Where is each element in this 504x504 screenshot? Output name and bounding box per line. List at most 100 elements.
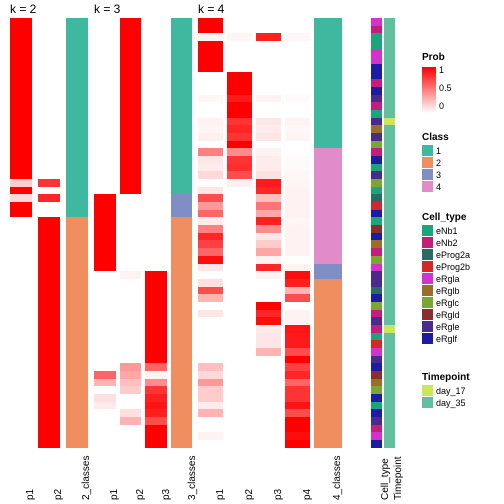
heatmap-cell (256, 202, 281, 210)
x-axis-label: p1 (109, 489, 120, 500)
heatmap-cell (120, 171, 142, 179)
heatmap-cell (66, 271, 88, 279)
annotation-cell (384, 125, 395, 133)
heatmap-cell (314, 310, 342, 318)
heatmap-cell (198, 371, 223, 379)
heatmap-cell (10, 417, 32, 425)
heatmap-cell (285, 348, 310, 356)
legend-row: eRglc (422, 297, 502, 308)
heatmap-cell (120, 302, 142, 310)
heatmap-cell (145, 356, 167, 364)
heatmap-cell (120, 233, 142, 241)
heatmap-cell (314, 217, 342, 225)
heatmap-cell (66, 102, 88, 110)
heatmap-cell (120, 102, 142, 110)
heatmap-cell (145, 425, 167, 433)
heatmap-cell (94, 79, 116, 87)
heatmap-cell (38, 156, 60, 164)
annotation-cell (371, 87, 382, 95)
heatmap-cell (38, 164, 60, 172)
heatmap-cell (285, 187, 310, 195)
heatmap-cell (10, 18, 32, 26)
heatmap-cell (66, 110, 88, 118)
heatmap-cell (198, 217, 223, 225)
heatmap-cell (227, 271, 252, 279)
heatmap-cell (227, 417, 252, 425)
legend-row: eProg2b (422, 261, 502, 272)
heatmap-cell (145, 102, 167, 110)
heatmap-cell (10, 287, 32, 295)
heatmap-cell (227, 33, 252, 41)
heatmap-cell (120, 340, 142, 348)
heatmap-cell (66, 425, 88, 433)
heatmap-cell (171, 125, 193, 133)
heatmap-cell (198, 333, 223, 341)
heatmap-cell (38, 125, 60, 133)
legend-label: day_17 (436, 386, 466, 396)
heatmap-cell (38, 325, 60, 333)
heatmap-cell (227, 340, 252, 348)
heatmap-cell (198, 56, 223, 64)
heatmap-cell (66, 386, 88, 394)
heatmap-cell (66, 210, 88, 218)
annotation-cell (384, 171, 395, 179)
heatmap-cell (314, 225, 342, 233)
heatmap-cell (198, 248, 223, 256)
heatmap-cell (120, 379, 142, 387)
heatmap-cell (314, 340, 342, 348)
heatmap-cell (145, 340, 167, 348)
heatmap-cell (198, 417, 223, 425)
heatmap-cell (256, 310, 281, 318)
heatmap-cell (38, 409, 60, 417)
heatmap-cell (38, 417, 60, 425)
heatmap-cell (10, 279, 32, 287)
heatmap-cell (285, 317, 310, 325)
heatmap-cell (10, 164, 32, 172)
annotation-cell (371, 333, 382, 341)
prob-ticks: 10.50 (439, 65, 452, 111)
heatmap-cell (198, 18, 223, 26)
heatmap-cell (314, 379, 342, 387)
prob-column (145, 18, 167, 448)
heatmap-cell (314, 233, 342, 241)
prob-column (198, 18, 223, 448)
annotation-cell (384, 356, 395, 364)
prob-tick: 1 (439, 65, 452, 75)
heatmap-cell (314, 164, 342, 172)
heatmap-cell (145, 210, 167, 218)
heatmap-cell (120, 417, 142, 425)
heatmap-cell (145, 271, 167, 279)
heatmap-cell (256, 287, 281, 295)
heatmap-cell (314, 440, 342, 448)
heatmap-cell (38, 179, 60, 187)
heatmap-cell (198, 356, 223, 364)
heatmap-cell (66, 256, 88, 264)
swatch (422, 309, 433, 320)
heatmap-cell (171, 240, 193, 248)
heatmap-cell (66, 125, 88, 133)
heatmap-cell (145, 417, 167, 425)
heatmap-cell (171, 110, 193, 118)
heatmap-cell (314, 256, 342, 264)
heatmap-cell (120, 440, 142, 448)
heatmap-cell (256, 210, 281, 218)
heatmap-cell (285, 402, 310, 410)
heatmap-cell (227, 264, 252, 272)
heatmap-cell (227, 425, 252, 433)
heatmap-cell (120, 425, 142, 433)
heatmap-cell (285, 333, 310, 341)
heatmap-cell (38, 133, 60, 141)
heatmap-cell (94, 49, 116, 57)
heatmap-cell (120, 356, 142, 364)
heatmap-cell (314, 402, 342, 410)
heatmap-cell (145, 118, 167, 126)
heatmap-cell (66, 294, 88, 302)
heatmap-cell (94, 417, 116, 425)
heatmap-cell (38, 402, 60, 410)
heatmap-cell (285, 256, 310, 264)
heatmap-cell (66, 133, 88, 141)
annotation-cell (384, 425, 395, 433)
heatmap-cell (120, 363, 142, 371)
heatmap-cell (171, 333, 193, 341)
heatmap-cell (198, 279, 223, 287)
